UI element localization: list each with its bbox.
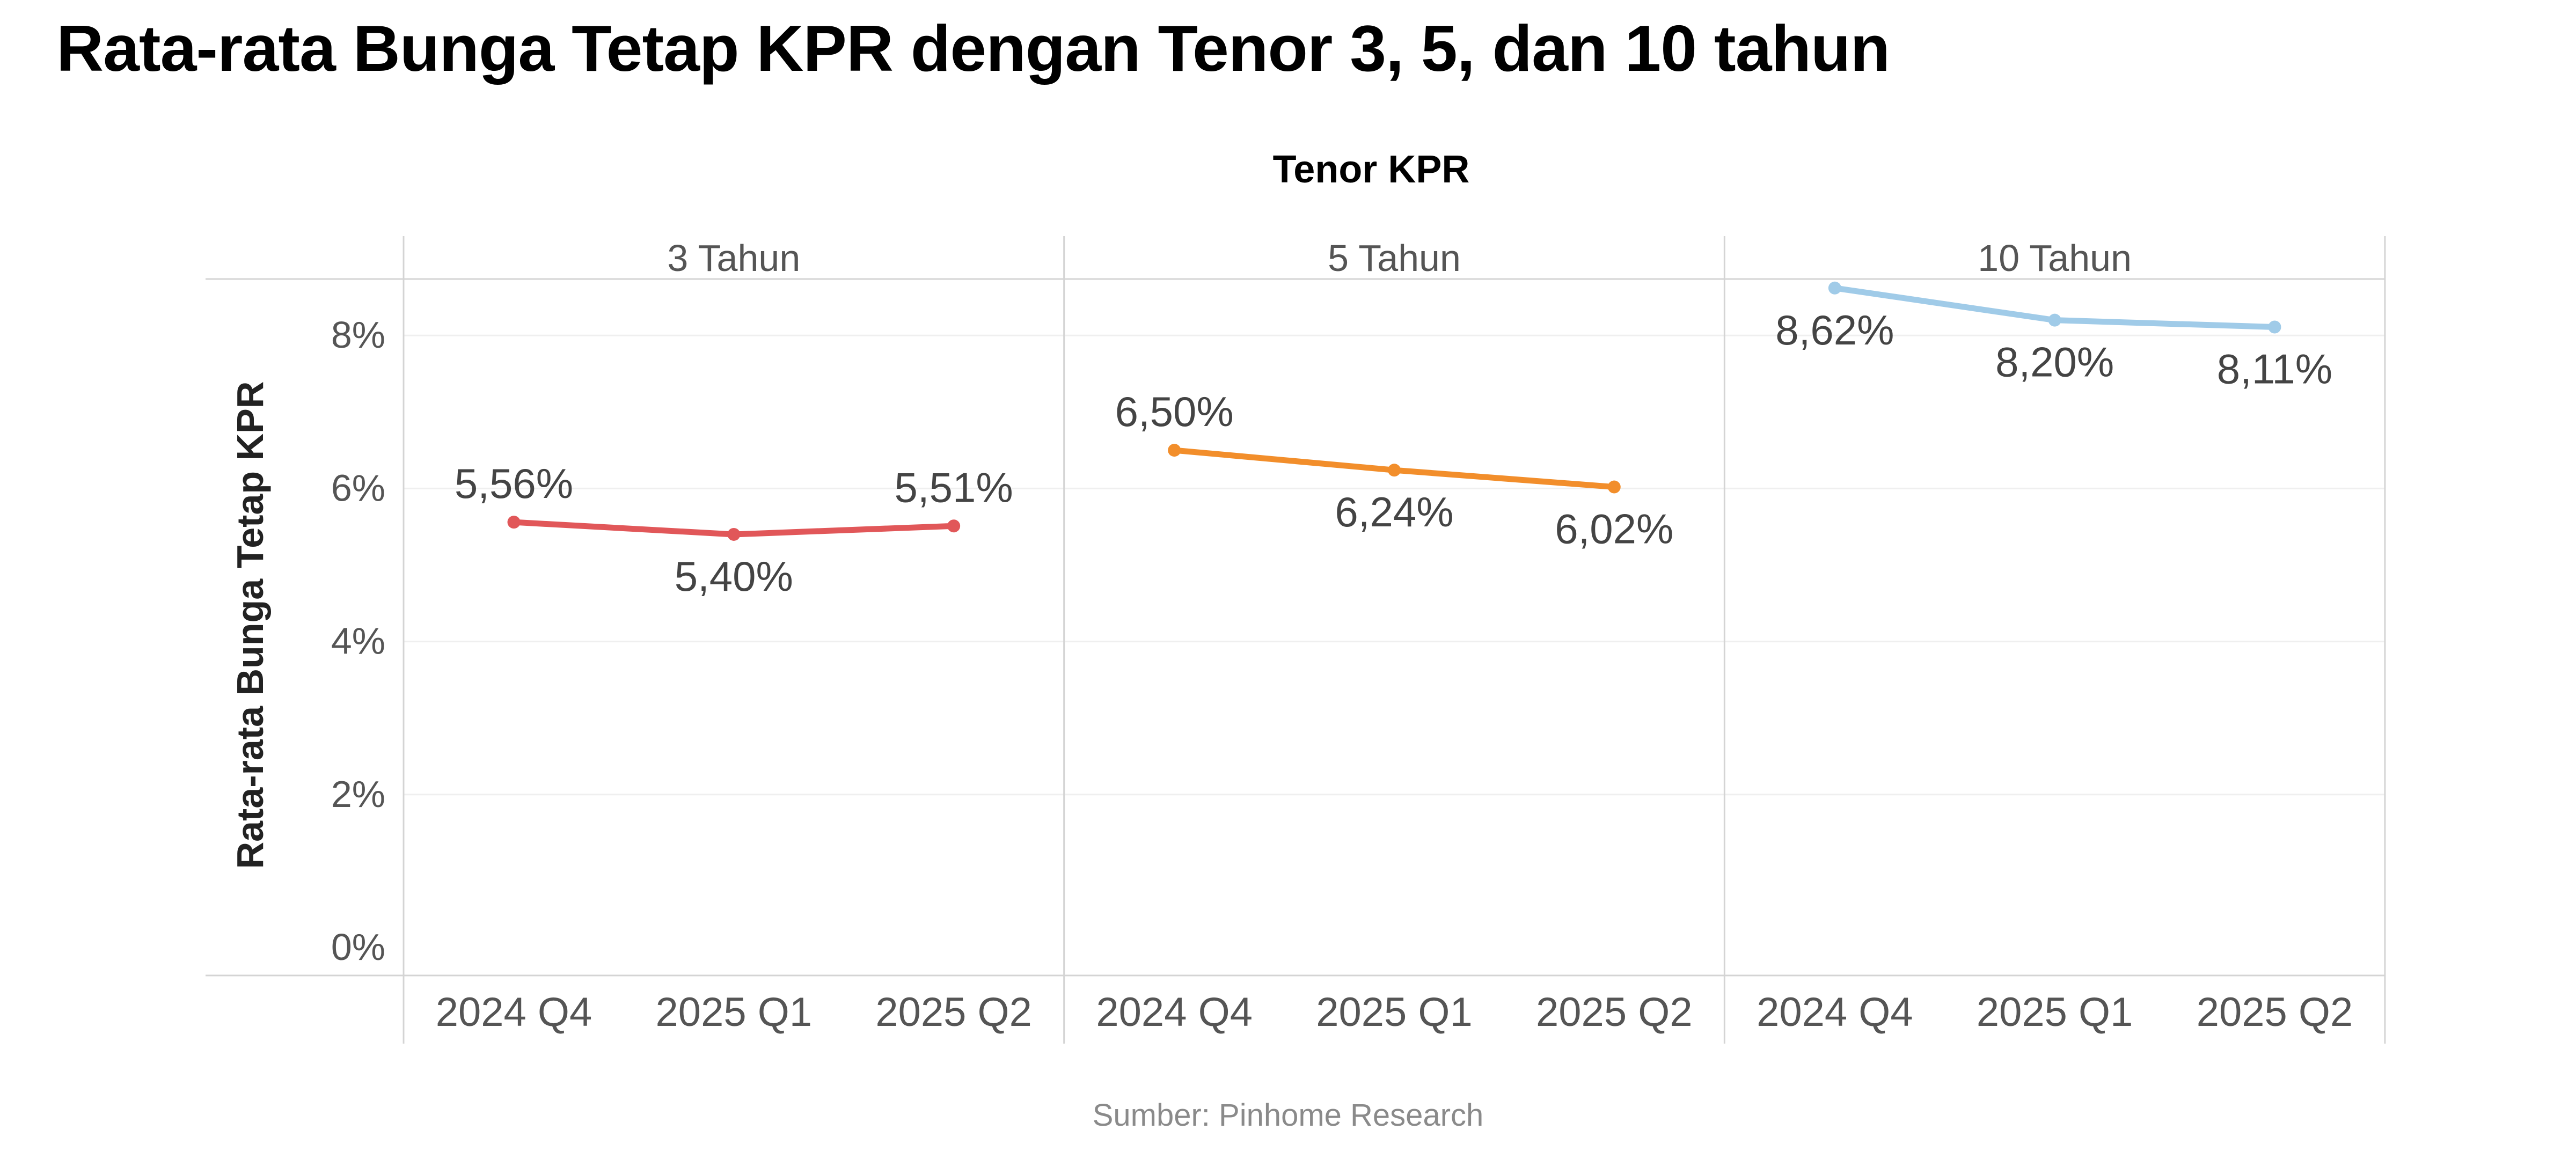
- data-label: 5,51%: [895, 464, 1013, 511]
- y-tick-label: 8%: [331, 314, 385, 356]
- panel-header: 3 Tahun: [667, 237, 800, 279]
- panel: 5 Tahun 6,50% 6,24% 6,02% 2024 Q4 2025 Q1 2025…: [1096, 237, 1692, 1035]
- data-label: 8,62%: [1775, 306, 1894, 354]
- data-label: 6,50%: [1115, 388, 1234, 435]
- x-tick-label: 2025 Q2: [875, 989, 1032, 1035]
- data-point: [1828, 281, 1841, 295]
- y-axis-title: Rata-rata Bunga Tetap KPR: [229, 381, 271, 869]
- data-point: [2048, 313, 2061, 327]
- y-tick-label: 2%: [331, 773, 385, 815]
- data-point: [1168, 444, 1181, 457]
- x-tick-label: 2024 Q4: [1096, 989, 1253, 1035]
- column-header: Tenor KPR: [1273, 148, 1470, 191]
- data-point: [1607, 480, 1621, 494]
- data-label: 5,40%: [675, 553, 793, 600]
- data-point: [727, 527, 741, 541]
- panel-header: 10 Tahun: [1978, 237, 2132, 279]
- x-tick-label: 2024 Q4: [436, 989, 592, 1035]
- data-point: [507, 516, 521, 529]
- data-label: 5,56%: [455, 460, 573, 507]
- x-tick-label: 2025 Q1: [656, 989, 813, 1035]
- y-tick-label: 0%: [331, 926, 385, 968]
- panel: 10 Tahun 8,62% 8,20% 8,11% 2024 Q4 2025 Q1 202…: [1757, 237, 2353, 1035]
- data-point: [2268, 320, 2281, 334]
- data-label: 8,11%: [2217, 346, 2332, 393]
- x-tick-label: 2025 Q1: [1316, 989, 1473, 1035]
- x-tick-label: 2025 Q2: [1536, 989, 1693, 1035]
- source-note: Sumber: Pinhome Research: [1092, 1098, 1484, 1133]
- data-label: 8,20%: [1995, 339, 2114, 386]
- y-tick-label: 6%: [331, 467, 385, 509]
- data-point: [1388, 464, 1401, 477]
- page-title: Rata-rata Bunga Tetap KPR dengan Tenor 3…: [56, 12, 1890, 85]
- x-tick-label: 2025 Q1: [1977, 989, 2133, 1035]
- x-tick-label: 2024 Q4: [1757, 989, 1913, 1035]
- data-label: 6,24%: [1335, 488, 1453, 535]
- data-point: [947, 519, 961, 533]
- panel-header: 5 Tahun: [1328, 237, 1461, 279]
- panel: 3 Tahun 5,56% 5,40% 5,51% 2024 Q4 2025 Q1 2025…: [436, 237, 1032, 1035]
- y-tick-label: 4%: [331, 620, 385, 662]
- x-tick-label: 2025 Q2: [2197, 989, 2353, 1035]
- data-label: 6,02%: [1555, 505, 1673, 553]
